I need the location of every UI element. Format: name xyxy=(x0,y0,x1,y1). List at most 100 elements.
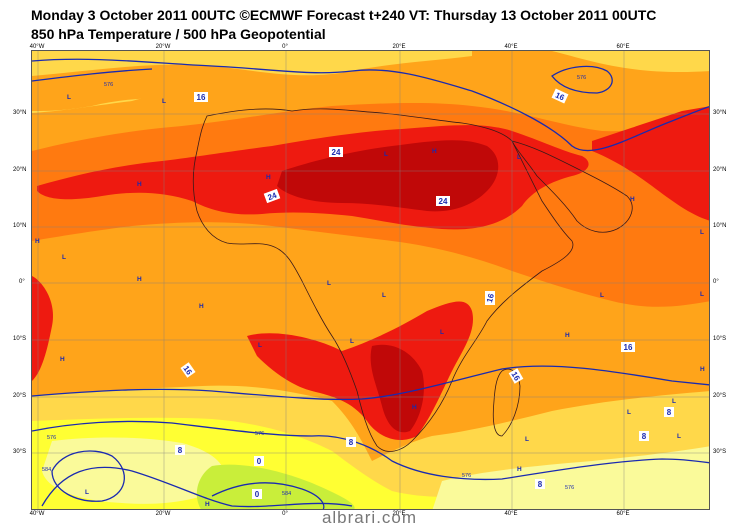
pressure-center: L xyxy=(384,151,388,158)
pressure-center: L xyxy=(672,398,676,405)
lat-label-left: 30°N xyxy=(13,110,27,116)
temp-label: 8 xyxy=(639,431,649,441)
lon-label-bottom: 20°E xyxy=(392,511,406,517)
lon-label-top: 20°W xyxy=(155,44,171,50)
svg-text:16: 16 xyxy=(485,292,496,303)
temperature-band-south-green xyxy=(196,464,355,509)
lat-label-left: 20°N xyxy=(13,167,27,173)
pressure-center: L xyxy=(700,291,704,298)
temp-label: 8 xyxy=(175,445,185,455)
temp-label: 16 xyxy=(621,342,635,352)
lat-label-left: 10°S xyxy=(13,336,27,342)
pressure-center: H xyxy=(432,148,437,155)
lat-label-right: 10°N xyxy=(713,223,727,229)
pressure-center: L xyxy=(258,342,262,349)
lat-label-left: 0° xyxy=(19,279,25,285)
watermark: albrari.com xyxy=(321,508,418,527)
lat-label-left: 30°S xyxy=(13,449,27,455)
svg-text:0: 0 xyxy=(255,490,260,499)
lat-label-right: 0° xyxy=(713,279,719,285)
temp-label: 24 xyxy=(436,196,450,206)
svg-text:8: 8 xyxy=(349,438,354,447)
pressure-center: L xyxy=(600,292,604,299)
temp-label: 8 xyxy=(346,437,356,447)
pressure-center: L xyxy=(327,280,331,287)
temp-label: 8 xyxy=(535,479,545,489)
svg-text:16: 16 xyxy=(554,90,566,102)
pressure-centers: L L H H L H L H H L L H H L L L L H L H xyxy=(35,94,705,508)
weather-map: 16 16 24 24 24 16 16 16 16 8 8 8 0 0 8 8… xyxy=(31,50,710,510)
lon-label-bottom: 60°E xyxy=(616,511,630,517)
geopotential-labels: 576 576 576 576 576 576 584 584 xyxy=(42,75,586,497)
lon-label-top: 40°W xyxy=(29,44,45,50)
temp-label: 24 xyxy=(329,147,343,157)
pressure-center: L xyxy=(525,436,529,443)
geo-label: 576 xyxy=(577,75,586,81)
svg-text:8: 8 xyxy=(667,408,672,417)
lon-label-top: 20°E xyxy=(392,44,406,50)
pressure-center: H xyxy=(60,356,65,363)
lat-label-right: 20°S xyxy=(713,393,727,399)
graticule xyxy=(32,51,709,509)
svg-text:24: 24 xyxy=(439,197,448,206)
geo-label: 576 xyxy=(462,473,471,479)
pressure-center: L xyxy=(67,94,71,101)
pressure-center: H xyxy=(700,366,705,373)
temp-label: 16 xyxy=(194,92,208,102)
svg-text:0: 0 xyxy=(257,457,262,466)
temp-label: 24 xyxy=(263,188,281,204)
temp-label: 16 xyxy=(180,362,196,378)
geo-label: 576 xyxy=(255,431,264,437)
svg-text:8: 8 xyxy=(642,432,647,441)
coastline xyxy=(192,108,574,452)
pressure-center: L xyxy=(440,329,444,336)
geo-label: 576 xyxy=(565,485,574,491)
svg-text:8: 8 xyxy=(178,446,183,455)
pressure-center: H xyxy=(412,404,417,411)
coastline-arabia xyxy=(511,140,633,233)
svg-text:16: 16 xyxy=(197,93,206,102)
temp-label: 16 xyxy=(485,291,496,305)
svg-text:8: 8 xyxy=(538,480,543,489)
temp-label: 0 xyxy=(252,489,262,499)
temp-label: 16 xyxy=(551,88,569,104)
pressure-center: L xyxy=(627,409,631,416)
pressure-center: H xyxy=(137,181,142,188)
temperature-band-sahara-darkred xyxy=(277,140,499,212)
lat-label-right: 30°S xyxy=(713,449,727,455)
temperature-band-south-pale-2 xyxy=(432,446,709,509)
pressure-center: L xyxy=(62,254,66,261)
geo-label: 584 xyxy=(42,467,51,473)
lon-label-bottom: 0° xyxy=(282,511,288,517)
temp-label: 0 xyxy=(254,456,264,466)
svg-text:24: 24 xyxy=(332,148,341,157)
pressure-center: L xyxy=(517,154,521,161)
lon-label-bottom: 40°W xyxy=(29,511,45,517)
pressure-center: L xyxy=(700,229,704,236)
lon-label-top: 40°E xyxy=(504,44,518,50)
geo-label: 584 xyxy=(282,491,291,497)
pressure-center: H xyxy=(35,238,40,245)
lon-label-bottom: 20°W xyxy=(155,511,171,517)
pressure-center: H xyxy=(630,196,635,203)
svg-text:16: 16 xyxy=(624,343,633,352)
chart-subtitle: 850 hPa Temperature / 500 hPa Geopotenti… xyxy=(31,26,326,42)
temp-label: 8 xyxy=(664,407,674,417)
pressure-center: L xyxy=(85,489,89,496)
pressure-center: L xyxy=(382,292,386,299)
pressure-center: H xyxy=(565,332,570,339)
pressure-center: H xyxy=(266,174,271,181)
temperature-band-ne-red xyxy=(592,106,709,221)
pressure-center: H xyxy=(205,501,210,508)
svg-text:24: 24 xyxy=(266,191,278,203)
lat-label-right: 30°N xyxy=(713,110,727,116)
pressure-center: L xyxy=(350,338,354,345)
lat-label-right: 20°N xyxy=(713,167,727,173)
pressure-center: L xyxy=(162,98,166,105)
temperature-band-west-red xyxy=(32,276,53,381)
lat-label-left: 20°S xyxy=(13,393,27,399)
lat-label-left: 10°N xyxy=(13,223,27,229)
map-canvas: 16 16 24 24 24 16 16 16 16 8 8 8 0 0 8 8… xyxy=(32,51,709,509)
chart-title: Monday 3 October 2011 00UTC ©ECMWF Forec… xyxy=(31,7,657,23)
pressure-center: H xyxy=(137,276,142,283)
